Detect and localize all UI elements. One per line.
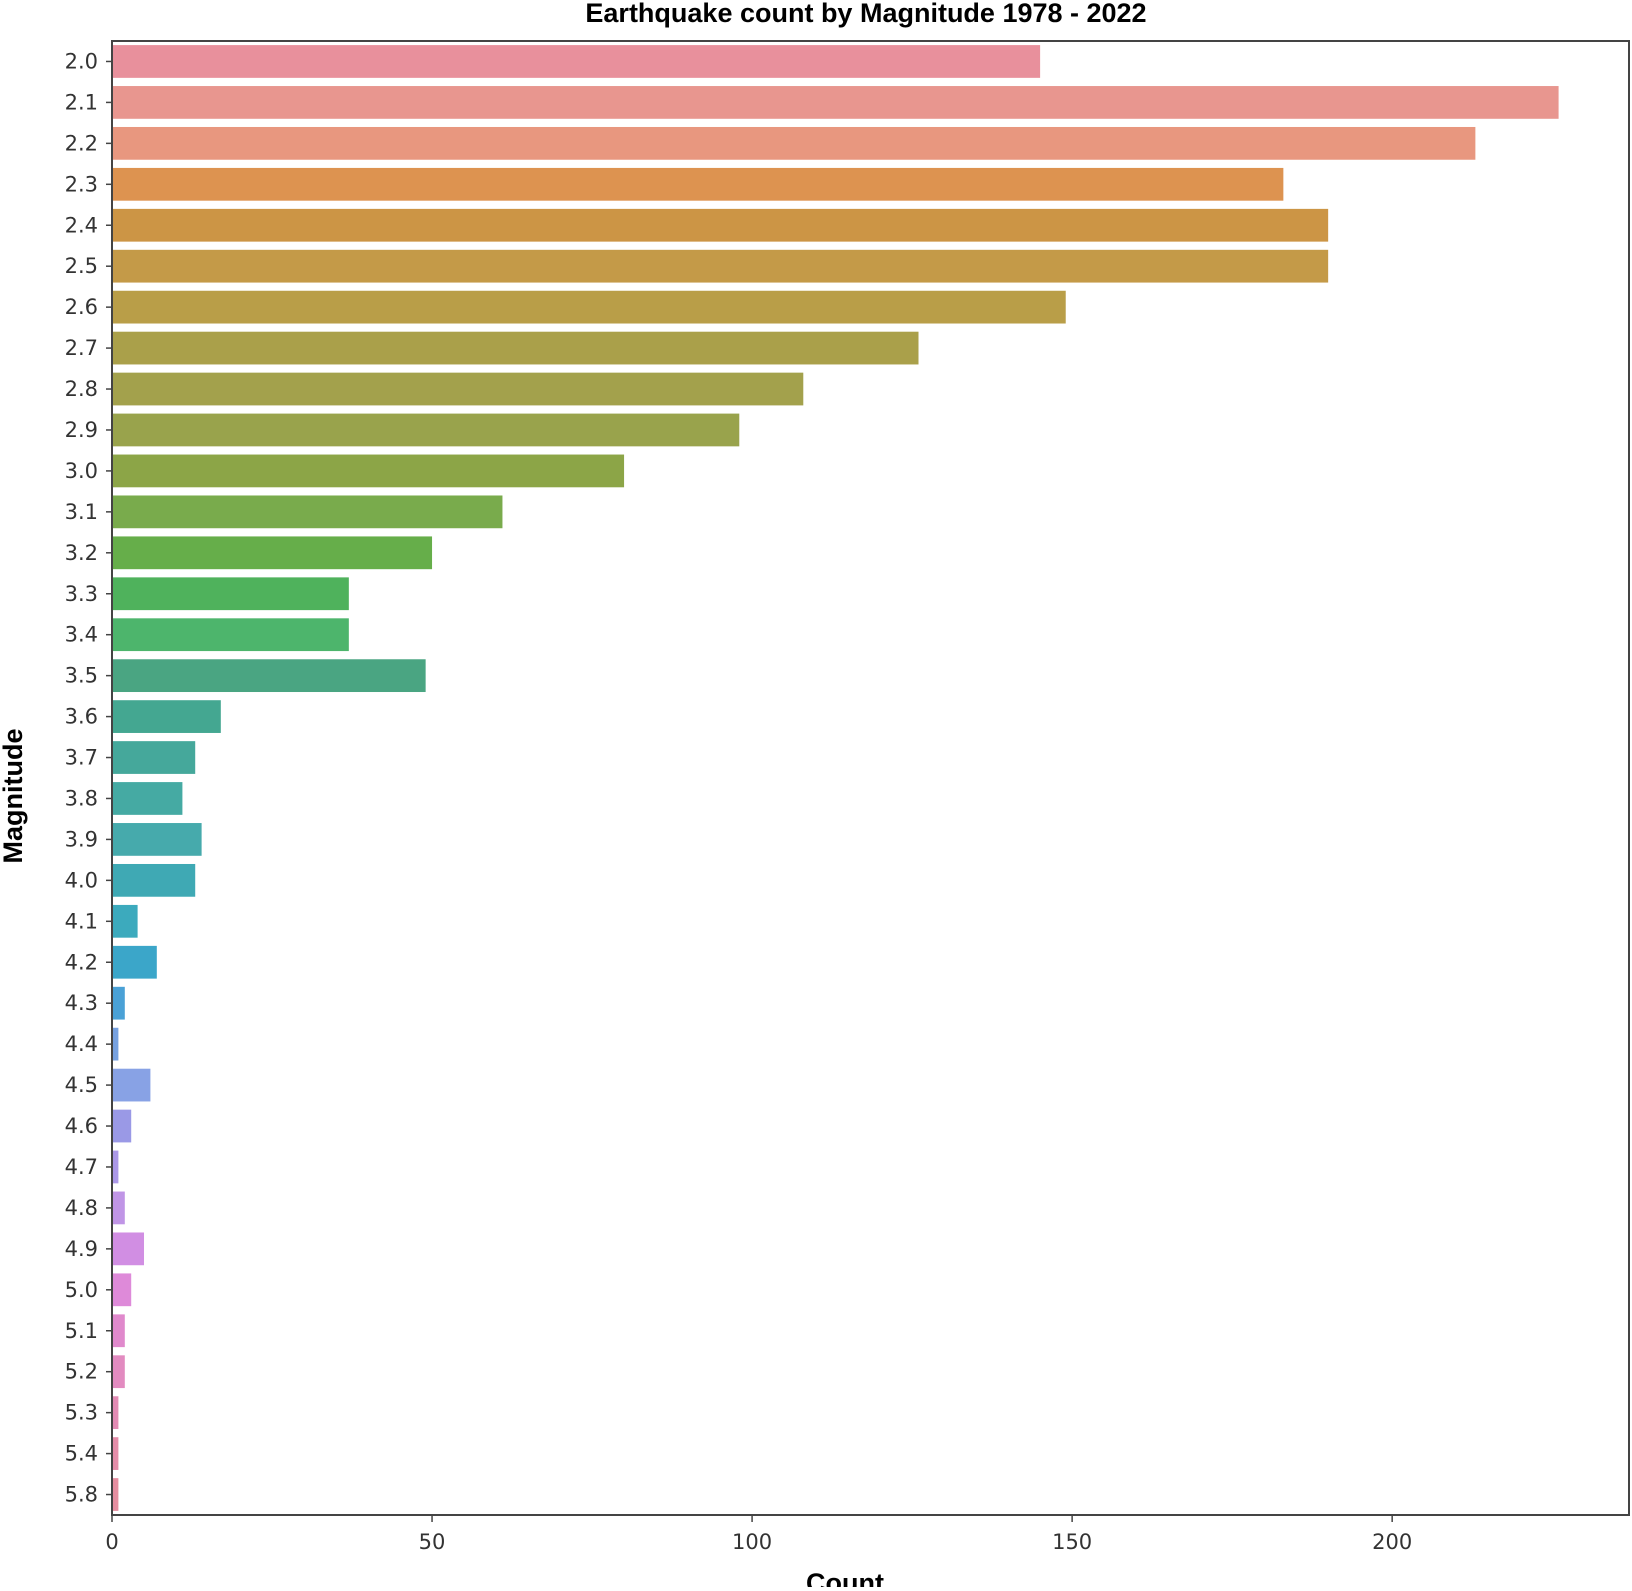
y-tick-label: 2.6 [65, 295, 98, 319]
y-tick-label: 5.8 [65, 1483, 98, 1507]
y-tick-label: 2.0 [65, 49, 98, 73]
y-tick-label: 4.5 [65, 1073, 98, 1097]
y-tick-label: 4.1 [65, 909, 98, 933]
bar-3.9 [112, 823, 202, 856]
y-tick-label: 2.8 [65, 377, 98, 401]
bar-2.1 [112, 86, 1559, 119]
y-tick-label: 3.7 [65, 746, 98, 770]
y-tick-label: 2.9 [65, 418, 98, 442]
x-tick-label: 0 [105, 1530, 118, 1554]
y-tick-label: 2.3 [65, 172, 98, 196]
bar-2.0 [112, 45, 1041, 78]
y-tick-label: 3.8 [65, 786, 98, 810]
y-tick-label: 2.4 [65, 213, 98, 237]
bar-3.7 [112, 741, 196, 774]
y-tick-label: 3.9 [65, 827, 98, 851]
bar-2.4 [112, 208, 1329, 242]
bar-5.3 [112, 1396, 119, 1430]
bar-4.7 [112, 1150, 119, 1184]
y-tick-label: 3.6 [65, 705, 98, 729]
bar-2.7 [112, 331, 919, 365]
bar-4.1 [112, 904, 138, 938]
bar-2.5 [112, 249, 1329, 283]
y-tick-label: 5.4 [65, 1442, 98, 1466]
y-tick-label: 4.9 [65, 1237, 98, 1261]
bars-group [112, 45, 1559, 1511]
bar-2.8 [112, 372, 804, 406]
bar-3.4 [112, 618, 349, 652]
y-axis-label: Magnitude [0, 729, 28, 864]
y-tick-label: 3.1 [65, 500, 98, 524]
bar-4.8 [112, 1191, 125, 1225]
bar-3.0 [112, 454, 625, 488]
bar-3.1 [112, 495, 503, 529]
bar-5.0 [112, 1273, 132, 1307]
y-ticks-group: 2.0 2.1 2.2 2.3 2.4 2.5 2.6 2.7 2.8 2.9 3.0 3.1 3.2 3… [65, 49, 112, 1507]
bar-4.5 [112, 1068, 151, 1102]
bar-5.8 [112, 1478, 119, 1511]
bar-5.2 [112, 1355, 125, 1389]
bar-3.5 [112, 659, 426, 693]
bar-4.9 [112, 1232, 145, 1266]
bar-2.2 [112, 126, 1476, 160]
bar-5.1 [112, 1314, 125, 1348]
bar-4.0 [112, 863, 196, 897]
y-tick-label: 3.3 [65, 582, 98, 606]
bar-2.9 [112, 413, 740, 447]
y-tick-label: 4.2 [65, 950, 98, 974]
x-tick-label: 100 [732, 1530, 772, 1554]
y-tick-label: 3.2 [65, 541, 98, 565]
y-tick-label: 3.0 [65, 459, 98, 483]
y-tick-label: 2.2 [65, 131, 98, 155]
bar-4.3 [112, 986, 125, 1020]
y-tick-label: 5.3 [65, 1401, 98, 1425]
bar-4.4 [112, 1027, 119, 1061]
bar-2.6 [112, 290, 1066, 324]
y-tick-label: 4.0 [65, 868, 98, 892]
y-tick-label: 2.7 [65, 336, 98, 360]
y-tick-label: 5.1 [65, 1319, 98, 1343]
bar-3.8 [112, 782, 183, 815]
x-ticks-group: 0 50 100 150 200 [105, 1515, 1412, 1554]
y-tick-label: 4.4 [65, 1032, 98, 1056]
y-tick-label: 4.8 [65, 1196, 98, 1220]
bar-3.3 [112, 577, 349, 611]
x-tick-label: 200 [1372, 1530, 1412, 1554]
y-tick-label: 4.6 [65, 1114, 98, 1138]
bar-4.2 [112, 945, 157, 979]
bar-3.2 [112, 536, 433, 570]
y-tick-label: 4.3 [65, 991, 98, 1015]
chart-title: Earthquake count by Magnitude 1978 - 202… [585, 0, 1146, 28]
bar-2.3 [112, 167, 1284, 201]
y-tick-label: 3.5 [65, 664, 98, 688]
y-tick-label: 2.1 [65, 90, 98, 114]
y-tick-label: 4.7 [65, 1155, 98, 1179]
y-tick-label: 5.0 [65, 1278, 98, 1302]
plot-frame [111, 40, 1630, 1516]
y-tick-label: 5.2 [65, 1360, 98, 1384]
y-tick-label: 2.5 [65, 254, 98, 278]
bar-3.6 [112, 700, 221, 733]
bar-4.6 [112, 1109, 132, 1143]
x-axis-label: Count [806, 1568, 884, 1587]
x-tick-label: 150 [1052, 1530, 1092, 1554]
bar-5.4 [112, 1437, 119, 1470]
x-tick-label: 50 [419, 1530, 446, 1554]
y-tick-label: 3.4 [65, 623, 98, 647]
